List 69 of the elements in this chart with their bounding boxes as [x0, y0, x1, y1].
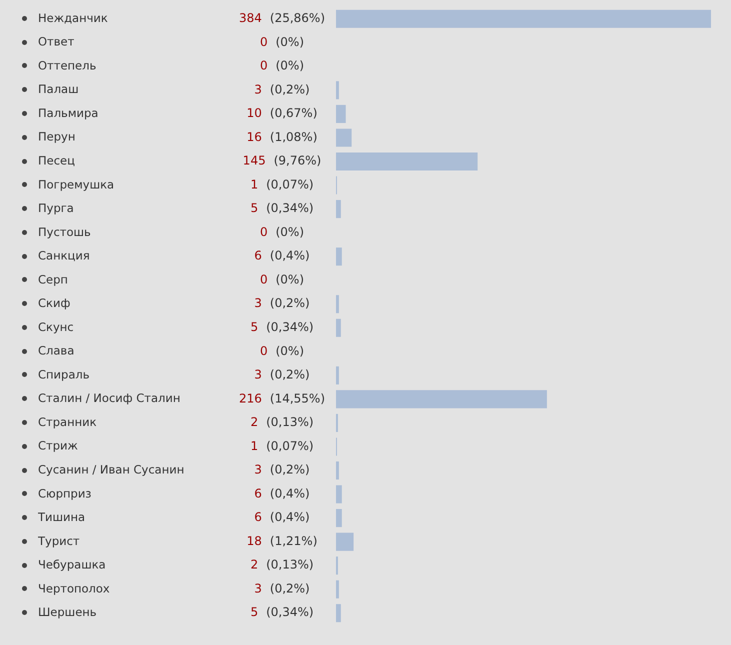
y-tick-label: Ответ — [38, 34, 75, 49]
data-label: 2 (0,13%) — [250, 415, 314, 430]
bar — [336, 366, 339, 384]
data-label: 5 (0,34%) — [250, 320, 314, 334]
y-tick-label: Пустошь — [38, 224, 92, 239]
bar — [336, 104, 346, 123]
bar — [336, 461, 339, 480]
data-label: 3 (0,2%) — [254, 82, 310, 96]
data-label: 5 (0,34%) — [250, 605, 314, 620]
bar — [336, 485, 342, 504]
y-tick-label: Сталин / Иосиф Сталин — [38, 391, 180, 406]
data-label: 16 (1,08%) — [246, 130, 318, 144]
y-tick-label: Сюрприз — [38, 486, 92, 500]
data-label: 0 (0%) — [260, 224, 304, 239]
data-label: 1 (0,07%) — [250, 438, 314, 453]
y-tick-label: Нежданчик — [38, 10, 108, 25]
bar — [336, 509, 342, 528]
y-tick-label: Пурга — [38, 201, 74, 216]
data-label: 0 (0%) — [260, 34, 304, 49]
data-label: 3 (0,2%) — [254, 368, 310, 382]
y-tick-label: Погремушка — [38, 177, 114, 192]
y-tick-label: Стриж — [38, 438, 78, 453]
data-label: 5 (0,34%) — [250, 201, 314, 216]
y-tick-label: Песец — [38, 153, 76, 168]
data-label: 3 (0,2%) — [254, 296, 310, 310]
y-tick-label: Чертополох — [38, 581, 110, 596]
data-label: 6 (0,4%) — [254, 510, 310, 524]
data-label: 145 (9,76%) — [242, 154, 322, 168]
data-label: 0 (0%) — [260, 344, 304, 358]
bar — [336, 81, 339, 100]
bar — [336, 580, 339, 598]
y-tick-label: Странник — [38, 414, 97, 429]
y-tick-label: Скунс — [38, 320, 74, 334]
data-label: 10 (0,67%) — [246, 106, 318, 120]
data-label: 384 (25,86%) — [238, 11, 326, 26]
bar — [336, 532, 354, 551]
data-label: 6 (0,4%) — [254, 486, 310, 500]
data-label: 216 (14,55%) — [238, 391, 326, 406]
y-tick-label: Пальмира — [38, 106, 98, 120]
data-label: 0 (0%) — [260, 58, 304, 73]
y-tick-label: Тишина — [37, 510, 86, 524]
bar — [336, 152, 478, 171]
y-tick-label: Оттепель — [38, 58, 96, 72]
data-label: 18 (1,21%) — [246, 534, 318, 548]
y-tick-label: Сусанин / Иван Сусанин — [38, 462, 184, 476]
bar — [336, 10, 711, 28]
data-label: 6 (0,4%) — [254, 248, 310, 263]
bar — [336, 200, 341, 218]
bar — [336, 128, 352, 147]
y-tick-label: Шершень — [38, 605, 97, 620]
bar — [336, 295, 339, 314]
bar — [336, 248, 342, 266]
data-label: 1 (0,07%) — [250, 177, 314, 192]
y-tick-label: Спираль — [38, 367, 90, 382]
y-tick-label: Слава — [38, 344, 74, 358]
y-tick-label: Палаш — [38, 82, 79, 96]
bar — [336, 318, 341, 337]
y-tick-label: Санкция — [38, 248, 90, 263]
y-tick-label: Скиф — [38, 296, 70, 310]
bar — [336, 604, 341, 622]
data-label: 2 (0,13%) — [250, 558, 314, 572]
bar — [336, 390, 547, 408]
y-tick-label: Перун — [38, 130, 76, 144]
data-label: 3 (0,2%) — [254, 462, 310, 477]
y-tick-label: Серп — [38, 272, 68, 286]
y-tick-label: Чебурашка — [38, 558, 106, 572]
data-label: 0 (0%) — [260, 272, 304, 286]
y-tick-label: Турист — [37, 534, 80, 548]
data-label: 3 (0,2%) — [254, 581, 310, 596]
